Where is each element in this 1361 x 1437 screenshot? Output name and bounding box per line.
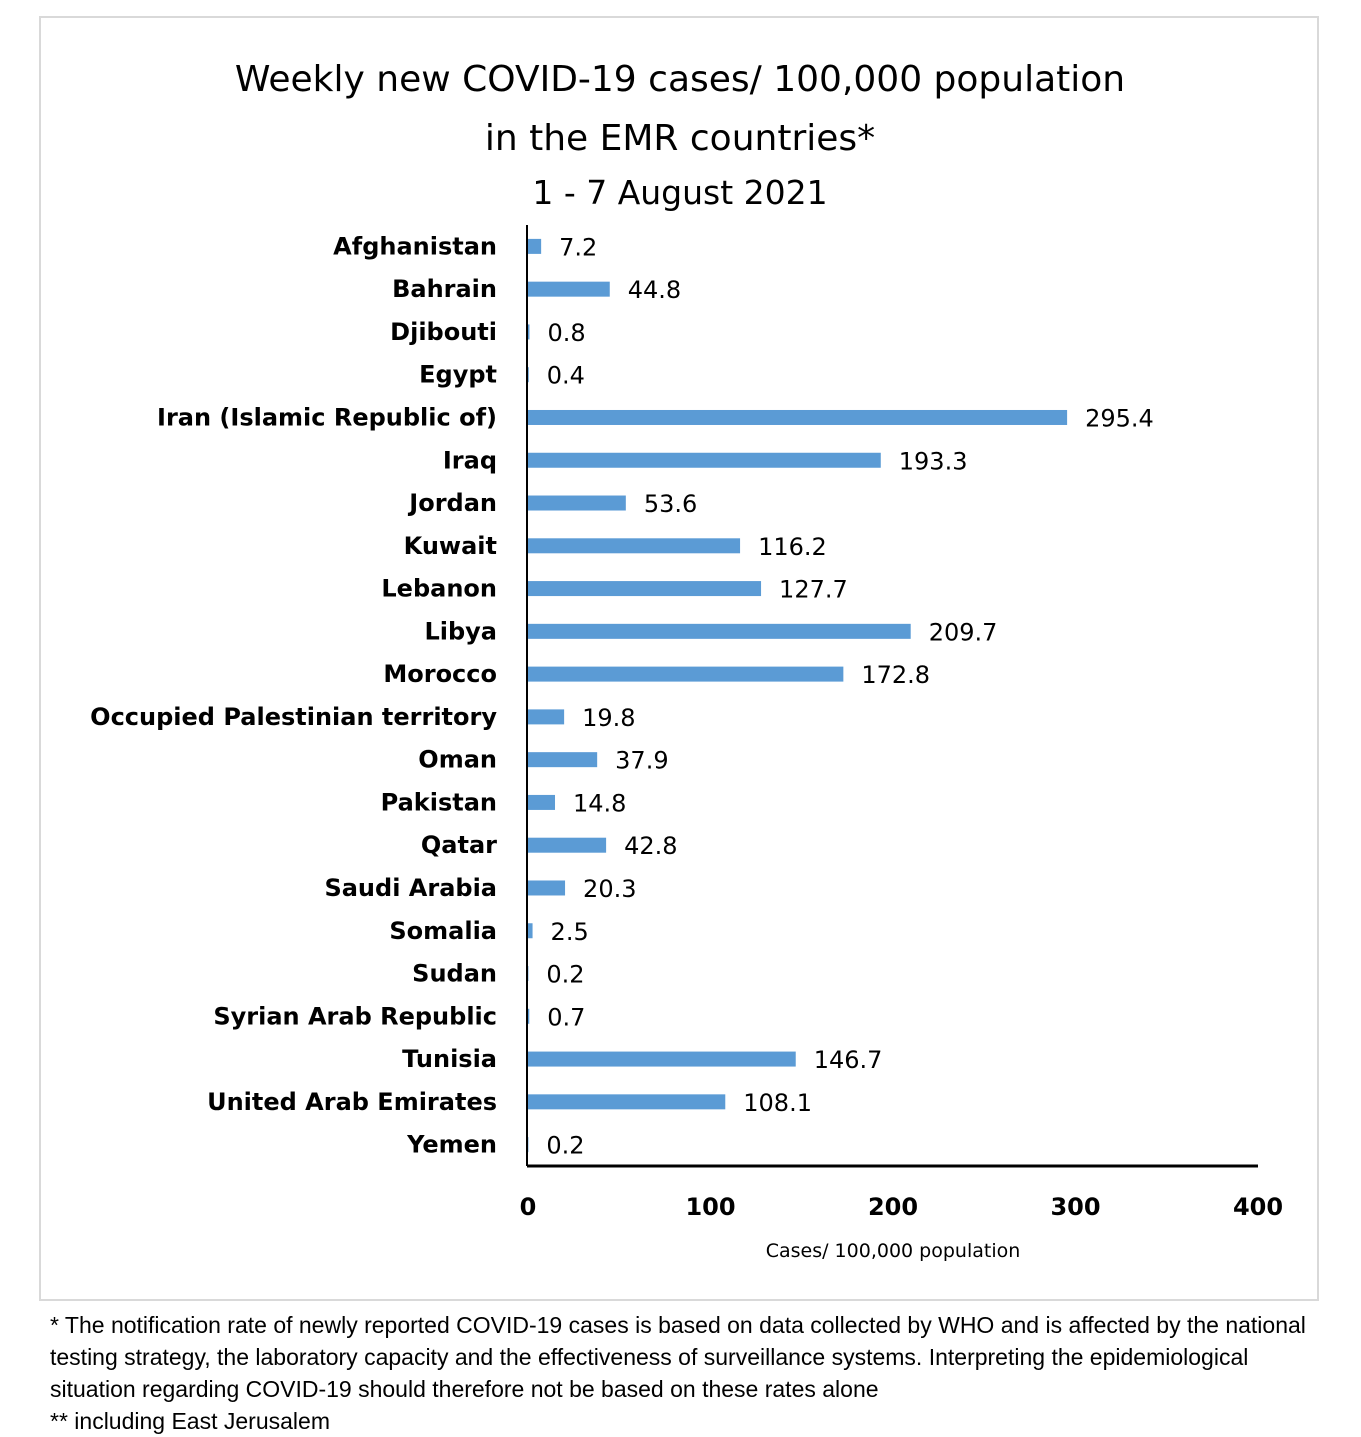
category-label-yemen: Yemen — [406, 1131, 497, 1159]
x-tick-label-300: 300 — [1050, 1193, 1100, 1221]
bar-afghanistan — [528, 239, 541, 254]
value-label-saudi-arabia: 20.3 — [583, 875, 636, 903]
value-label-afghanistan: 7.2 — [559, 233, 597, 261]
category-label-egypt: Egypt — [419, 361, 497, 389]
value-label-tunisia: 146.7 — [814, 1046, 883, 1074]
x-tick-label-400: 400 — [1233, 1193, 1283, 1221]
bar-egypt — [528, 367, 529, 382]
bar-morocco — [528, 667, 843, 682]
category-label-saudi-arabia: Saudi Arabia — [324, 874, 497, 902]
category-label-libya: Libya — [424, 617, 497, 645]
x-tick-label-100: 100 — [685, 1193, 735, 1221]
category-label-afghanistan: Afghanistan — [333, 232, 497, 260]
category-label-jordan: Jordan — [407, 489, 497, 517]
category-label-pakistan: Pakistan — [381, 788, 497, 816]
category-label-qatar: Qatar — [421, 831, 497, 859]
value-label-yemen: 0.2 — [546, 1132, 584, 1160]
category-label-bahrain: Bahrain — [392, 275, 497, 303]
category-label-kuwait: Kuwait — [404, 532, 497, 560]
bar-tunisia — [528, 1052, 796, 1067]
bar-qatar — [528, 838, 606, 853]
category-label-united-arab-emirates: United Arab Emirates — [207, 1088, 497, 1116]
bar-kuwait — [528, 538, 740, 553]
value-label-pakistan: 14.8 — [573, 789, 626, 817]
x-tick-label-200: 200 — [868, 1193, 918, 1221]
bar-lebanon — [528, 581, 761, 596]
x-tick-label-0: 0 — [520, 1193, 537, 1221]
category-label-syrian-arab-republic: Syrian Arab Republic — [213, 1002, 497, 1030]
value-label-djibouti: 0.8 — [547, 319, 585, 347]
x-axis-title: Cases/ 100,000 population — [766, 1240, 1021, 1262]
bar-jordan — [528, 496, 626, 511]
category-label-sudan: Sudan — [412, 960, 497, 988]
footnotes: * The notification rate of newly reporte… — [50, 1309, 1340, 1437]
value-label-qatar: 42.8 — [624, 832, 677, 860]
value-label-libya: 209.7 — [929, 618, 998, 646]
value-label-somalia: 2.5 — [551, 918, 589, 946]
bar-libya — [528, 624, 911, 639]
chart-frame: Weekly new COVID-19 cases/ 100,000 popul… — [39, 16, 1319, 1301]
value-label-united-arab-emirates: 108.1 — [743, 1089, 812, 1117]
category-label-iran-islamic-republic-of: Iran (Islamic Republic of) — [157, 403, 497, 431]
category-label-tunisia: Tunisia — [402, 1045, 497, 1073]
category-label-iraq: Iraq — [443, 446, 497, 474]
x-tick-labels: 0 100 200 300 400 — [520, 1193, 1283, 1221]
chart-title-line-1: Weekly new COVID-19 cases/ 100,000 popul… — [235, 59, 1125, 100]
category-label-djibouti: Djibouti — [390, 318, 497, 346]
value-label-syrian-arab-republic: 0.7 — [547, 1003, 585, 1031]
value-label-jordan: 53.6 — [644, 490, 697, 518]
category-label-morocco: Morocco — [383, 660, 497, 688]
category-label-somalia: Somalia — [389, 917, 497, 945]
bar-oman — [528, 752, 597, 767]
value-label-morocco: 172.8 — [861, 661, 930, 689]
value-label-bahrain: 44.8 — [628, 276, 681, 304]
category-label-lebanon: Lebanon — [381, 575, 497, 603]
value-label-iran-islamic-republic-of: 295.4 — [1085, 404, 1154, 432]
bar-djibouti — [528, 324, 529, 339]
bar-pakistan — [528, 795, 555, 810]
bar-chart: Weekly new COVID-19 cases/ 100,000 popul… — [41, 18, 1317, 1299]
chart-title-line-2: in the EMR countries* — [485, 118, 875, 159]
chart-subtitle: 1 - 7 August 2021 — [532, 173, 827, 212]
value-label-oman: 37.9 — [615, 747, 668, 775]
value-label-egypt: 0.4 — [547, 362, 585, 390]
value-label-sudan: 0.2 — [546, 961, 584, 989]
value-labels: 7.2 44.8 0.8 0.4 295.4 193.3 53.6 116.2 127.7 209… — [546, 233, 1153, 1159]
bar-bahrain — [528, 282, 610, 297]
bar-saudi-arabia — [528, 880, 565, 895]
footnote-1: * The notification rate of newly reporte… — [50, 1309, 1340, 1405]
value-label-occupied-palestinian-territory: 19.8 — [582, 704, 635, 732]
bar-iraq — [528, 453, 881, 468]
bars-group — [528, 239, 1067, 1152]
bar-syrian-arab-republic — [528, 1009, 529, 1024]
bar-occupied-palestinian-territory — [528, 709, 564, 724]
bar-united-arab-emirates — [528, 1094, 725, 1109]
bar-somalia — [528, 923, 533, 938]
value-label-kuwait: 116.2 — [758, 533, 827, 561]
category-label-oman: Oman — [418, 746, 497, 774]
category-label-occupied-palestinian-territory: Occupied Palestinian territory — [90, 703, 497, 731]
bar-iran-islamic-republic-of — [528, 410, 1067, 425]
footnote-2: ** including East Jerusalem — [50, 1405, 1340, 1437]
category-labels: Afghanistan Bahrain Djibouti Egypt Iran (Isl… — [90, 232, 497, 1158]
value-label-lebanon: 127.7 — [779, 576, 848, 604]
value-label-iraq: 193.3 — [899, 447, 968, 475]
